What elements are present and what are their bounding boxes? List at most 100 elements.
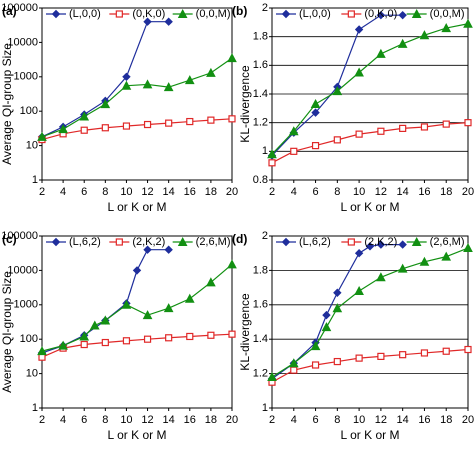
marker: [37, 346, 47, 356]
legend-marker: [411, 236, 422, 246]
x-tick-label: 12: [141, 186, 153, 198]
legend-marker: [115, 238, 123, 246]
marker: [143, 335, 152, 343]
marker: [227, 259, 237, 269]
x-tick-label: 8: [102, 186, 108, 198]
marker: [184, 75, 195, 85]
y-tick-label: 10: [26, 368, 38, 380]
x-tick-label: 6: [312, 414, 318, 426]
marker: [164, 245, 173, 254]
x-tick-label: 10: [353, 414, 365, 426]
marker: [365, 242, 375, 251]
legend-label: (2,6,M): [196, 236, 231, 248]
series-line: [271, 348, 469, 383]
x-tick-label: 6: [312, 186, 318, 198]
marker: [143, 17, 152, 26]
marker: [441, 251, 452, 261]
x-axis-label: L or K or M: [108, 200, 167, 214]
y-tick-label: 1.2: [253, 368, 268, 380]
legend-marker: [281, 237, 291, 247]
y-tick-label: 10000: [7, 36, 38, 48]
legend-label: (0,0,M): [196, 8, 231, 20]
y-tick-label: 1000: [14, 71, 38, 83]
marker: [79, 331, 90, 341]
x-tick-label: 12: [141, 414, 153, 426]
x-tick-label: 14: [163, 186, 175, 198]
marker: [290, 147, 298, 155]
marker: [89, 320, 100, 330]
marker: [332, 86, 343, 96]
marker: [420, 349, 429, 357]
marker: [100, 99, 111, 109]
y-tick-label: 1000: [14, 299, 38, 311]
marker: [186, 332, 194, 341]
legend-marker: [51, 9, 61, 19]
marker: [186, 117, 194, 126]
x-tick-label: 10: [120, 414, 132, 426]
y-tick-label: 10: [26, 140, 38, 152]
x-tick-label: 2: [269, 414, 275, 426]
marker: [143, 120, 152, 129]
y-axis-label: KL-divergence: [238, 65, 252, 143]
marker: [311, 108, 320, 117]
marker: [354, 25, 364, 34]
x-tick-label: 18: [205, 414, 217, 426]
y-axis-label: Average QI-group Size: [0, 43, 14, 165]
series-line: [271, 122, 469, 164]
x-tick-label: 2: [39, 414, 45, 426]
marker: [377, 127, 385, 135]
y-tick-label: 1: [32, 402, 38, 414]
marker: [80, 126, 88, 134]
x-tick-label: 20: [226, 186, 238, 198]
y-tick-label: 1.8: [253, 31, 268, 43]
series-line: [41, 118, 233, 141]
panel-label: (d): [232, 232, 247, 246]
marker: [311, 361, 320, 369]
y-tick-label: 0.8: [253, 174, 268, 186]
marker: [267, 149, 277, 159]
marker: [184, 293, 195, 303]
panel-label: (a): [2, 4, 17, 18]
y-tick-label: 1.4: [253, 333, 268, 345]
marker: [165, 334, 173, 342]
x-tick-label: 18: [205, 186, 217, 198]
y-tick-label: 2: [262, 2, 268, 14]
x-tick-label: 16: [184, 186, 196, 198]
marker: [79, 111, 90, 121]
x-axis-label: L or K or M: [108, 428, 167, 442]
legend-marker: [347, 238, 355, 246]
marker: [122, 72, 131, 82]
marker: [228, 330, 236, 338]
x-tick-label: 20: [462, 186, 474, 198]
x-tick-label: 12: [375, 186, 387, 198]
marker: [322, 310, 331, 320]
marker: [122, 337, 131, 345]
marker: [399, 124, 407, 133]
legend-label: (L,0,0): [69, 8, 101, 20]
legend-marker: [177, 236, 188, 246]
marker: [354, 248, 364, 258]
marker: [464, 119, 472, 127]
x-tick-label: 18: [440, 186, 452, 198]
x-tick-label: 10: [120, 186, 132, 198]
x-tick-label: 2: [39, 186, 45, 198]
legend-label: (2,K,2): [132, 236, 165, 248]
y-tick-label: 1: [262, 145, 268, 157]
marker: [142, 79, 153, 89]
x-tick-label: 14: [163, 414, 175, 426]
marker: [163, 82, 174, 92]
x-tick-label: 8: [334, 414, 340, 426]
legend-marker: [51, 237, 61, 247]
marker: [268, 159, 276, 167]
marker: [398, 240, 407, 249]
y-tick-label: 100000: [1, 2, 38, 14]
legend-label: (0,K,0): [364, 8, 397, 20]
marker: [463, 242, 473, 253]
marker: [227, 53, 237, 63]
x-tick-label: 6: [81, 414, 87, 426]
marker: [398, 10, 407, 20]
legend-marker: [347, 10, 355, 18]
x-axis-label: L or K or M: [341, 428, 400, 442]
marker: [463, 18, 473, 28]
